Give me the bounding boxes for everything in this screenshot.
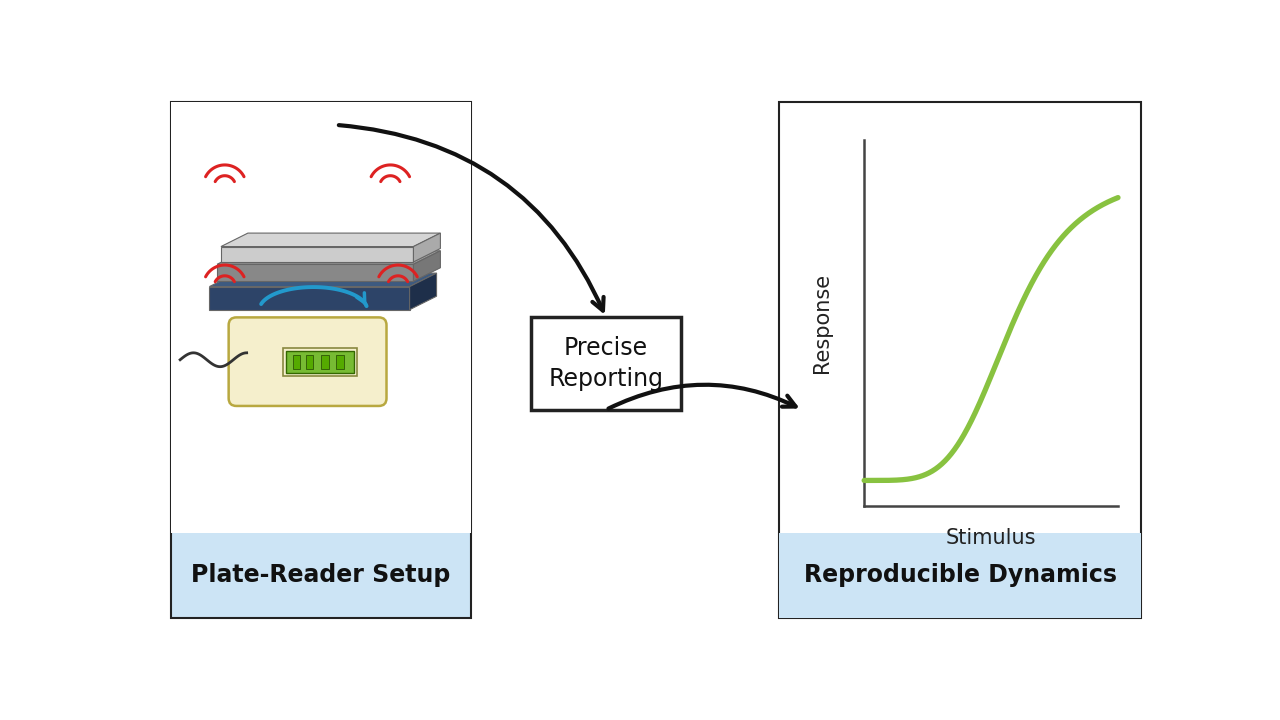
Text: Response: Response — [812, 273, 832, 373]
FancyBboxPatch shape — [780, 533, 1140, 618]
Bar — [283, 348, 357, 376]
Text: Plate-Reader Setup: Plate-Reader Setup — [192, 563, 451, 588]
Polygon shape — [210, 287, 410, 310]
Bar — [287, 351, 355, 373]
FancyBboxPatch shape — [780, 102, 1140, 618]
Polygon shape — [410, 273, 436, 310]
Polygon shape — [218, 251, 440, 264]
Text: Stimulus: Stimulus — [946, 528, 1037, 549]
Bar — [337, 355, 344, 369]
FancyBboxPatch shape — [229, 318, 387, 406]
Text: Reproducible Dynamics: Reproducible Dynamics — [804, 563, 1116, 588]
Polygon shape — [413, 233, 440, 262]
FancyBboxPatch shape — [172, 102, 471, 618]
Polygon shape — [210, 273, 436, 287]
Bar — [321, 355, 329, 369]
Text: Precise
Reporting: Precise Reporting — [548, 336, 663, 392]
Polygon shape — [413, 251, 440, 282]
Polygon shape — [218, 264, 413, 282]
Polygon shape — [221, 246, 413, 262]
FancyBboxPatch shape — [172, 102, 471, 533]
FancyBboxPatch shape — [531, 318, 681, 410]
Bar — [293, 355, 301, 369]
Bar — [306, 355, 314, 369]
Polygon shape — [221, 233, 440, 246]
